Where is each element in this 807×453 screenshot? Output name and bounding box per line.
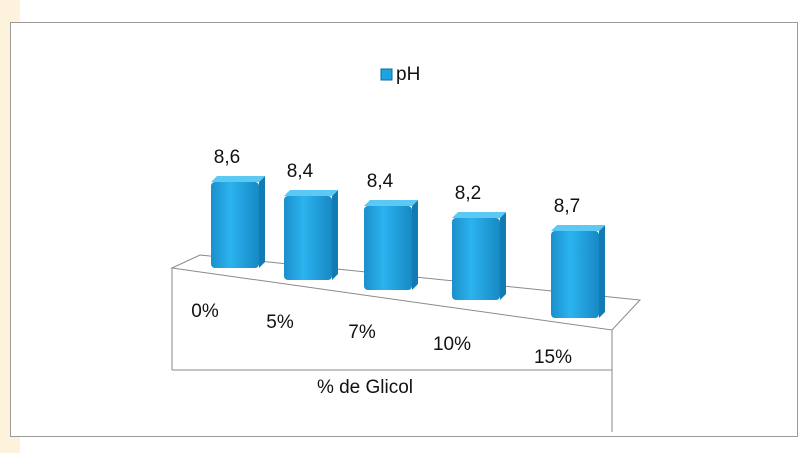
bar [211, 176, 265, 268]
bar [551, 225, 605, 318]
legend-swatch [380, 68, 393, 81]
legend: pH [380, 64, 420, 85]
x-tick-label: 10% [433, 334, 471, 355]
bar-front [364, 206, 412, 290]
bar [364, 200, 418, 290]
bar-side [332, 190, 338, 280]
x-tick-label: 7% [348, 322, 376, 343]
bar-front [551, 231, 599, 318]
bar-top [452, 212, 506, 218]
x-tick-label: 15% [534, 347, 572, 368]
bar [284, 190, 338, 280]
data-label: 8,2 [455, 183, 481, 204]
data-label: 8,4 [287, 161, 314, 182]
bar-side [412, 200, 418, 290]
bar-top [211, 176, 265, 182]
bar-front [284, 196, 332, 280]
bar-side [599, 225, 605, 318]
bar-front [211, 182, 259, 268]
bar-top [284, 190, 338, 196]
data-label: 8,7 [554, 196, 580, 217]
legend-label: pH [396, 64, 420, 85]
x-tick-label: 0% [191, 301, 219, 322]
bar-front [452, 218, 500, 300]
bar-top [551, 225, 605, 231]
data-label: 8,4 [367, 171, 394, 192]
data-label: 8,6 [214, 147, 240, 168]
x-tick-label: 5% [266, 312, 294, 333]
bar-side [500, 212, 506, 300]
x-axis-title: % de Glicol [317, 377, 413, 398]
bar [452, 212, 506, 300]
bar-top [364, 200, 418, 206]
bar-side [259, 176, 265, 268]
